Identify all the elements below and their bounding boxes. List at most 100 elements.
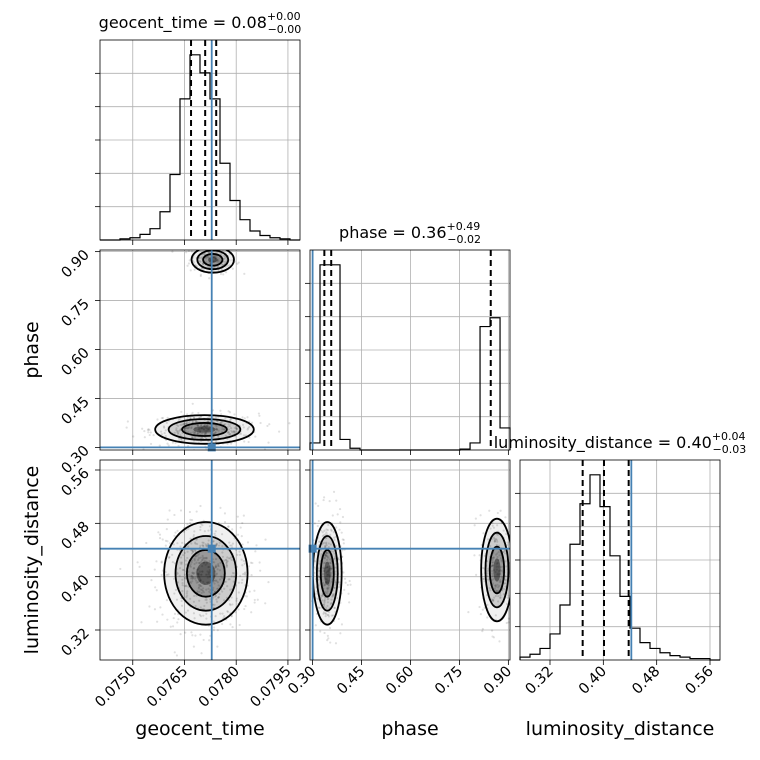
sample-point [243,440,246,443]
sample-point [229,588,232,591]
sample-point [225,562,228,565]
sample-point [196,572,199,576]
sample-point [197,411,200,415]
sample-point [154,586,157,589]
sample-point [184,422,188,425]
sample-point [212,255,215,259]
sample-point [323,545,327,548]
sample-point [503,582,506,585]
sample-point [173,562,176,565]
sample-point [239,526,242,529]
sample-point [499,557,503,560]
sample-point [492,596,496,599]
sample-point [305,605,307,607]
sample-point [206,425,209,428]
sample-point [171,553,174,556]
sample-point [514,571,516,573]
sample-point [223,428,226,431]
sample-point [494,584,497,587]
sample-point [327,523,330,527]
sample-point [491,574,494,577]
sample-point [334,582,337,586]
sample-point [212,586,215,589]
sample-point [478,605,481,609]
sample-point [493,539,497,542]
sample-point [215,424,218,427]
sample-point [191,577,194,580]
sample-point [327,567,331,571]
sample-point [226,431,229,435]
sample-point [172,543,175,546]
sample-point [201,524,204,527]
sample-point [228,578,231,581]
sample-point [231,542,235,545]
sample-point [160,561,163,564]
sample-point [341,515,345,519]
sample-point [178,437,181,440]
sample-point [181,553,185,557]
sample-point [496,540,499,543]
sample-point [220,533,224,536]
sample-point [325,528,328,531]
sample-point [323,561,326,565]
sample-point [332,550,335,553]
sample-point [327,570,331,573]
sample-point [173,612,177,616]
frame-panel-geocent_time-luminosity_distance [99,459,301,661]
sample-point [327,586,330,589]
sample-point [222,559,226,562]
sample-point [158,533,162,536]
sample-point [324,554,327,557]
sample-point [180,563,183,566]
sample-point [236,553,239,556]
sample-point [316,597,319,601]
sample-point [190,250,194,253]
sample-point [181,584,184,587]
sample-point [325,592,328,595]
sample-point [232,430,236,433]
sample-point [496,555,499,559]
sample-point [324,554,327,557]
sample-point [198,428,201,431]
sample-point [192,600,196,603]
sample-point [215,573,218,576]
sample-point [331,595,334,598]
sample-point [222,599,226,602]
sample-point [214,254,217,257]
sample-point [204,431,207,435]
sample-point [199,525,202,529]
sample-point [221,263,224,266]
sample-point [159,606,162,609]
sample-point [198,579,202,582]
sample-point [327,583,330,586]
sample-point [505,602,509,605]
sample-point [329,641,332,644]
sample-point [205,562,209,565]
sample-point [322,496,326,499]
sample-point [216,261,219,264]
sample-point [200,559,204,562]
sample-point [208,570,212,573]
sample-point [212,255,215,258]
sample-point [229,433,232,436]
sample-point [153,608,157,611]
sample-point [214,615,217,618]
sample-point [179,434,182,437]
sample-point [155,560,158,563]
sample-point [475,573,478,576]
sample-point [179,545,182,548]
sample-point [214,257,217,261]
sample-point [199,615,203,618]
sample-point [178,429,181,432]
sample-point [225,564,228,567]
sample-point [182,423,185,426]
sample-point [326,638,329,642]
sample-point [324,582,328,585]
sample-point [314,624,317,627]
sample-point [495,543,498,547]
sample-point [497,565,500,568]
sample-point [325,573,329,576]
sample-point [250,573,253,577]
sample-point [264,538,267,541]
sample-point [307,598,309,600]
